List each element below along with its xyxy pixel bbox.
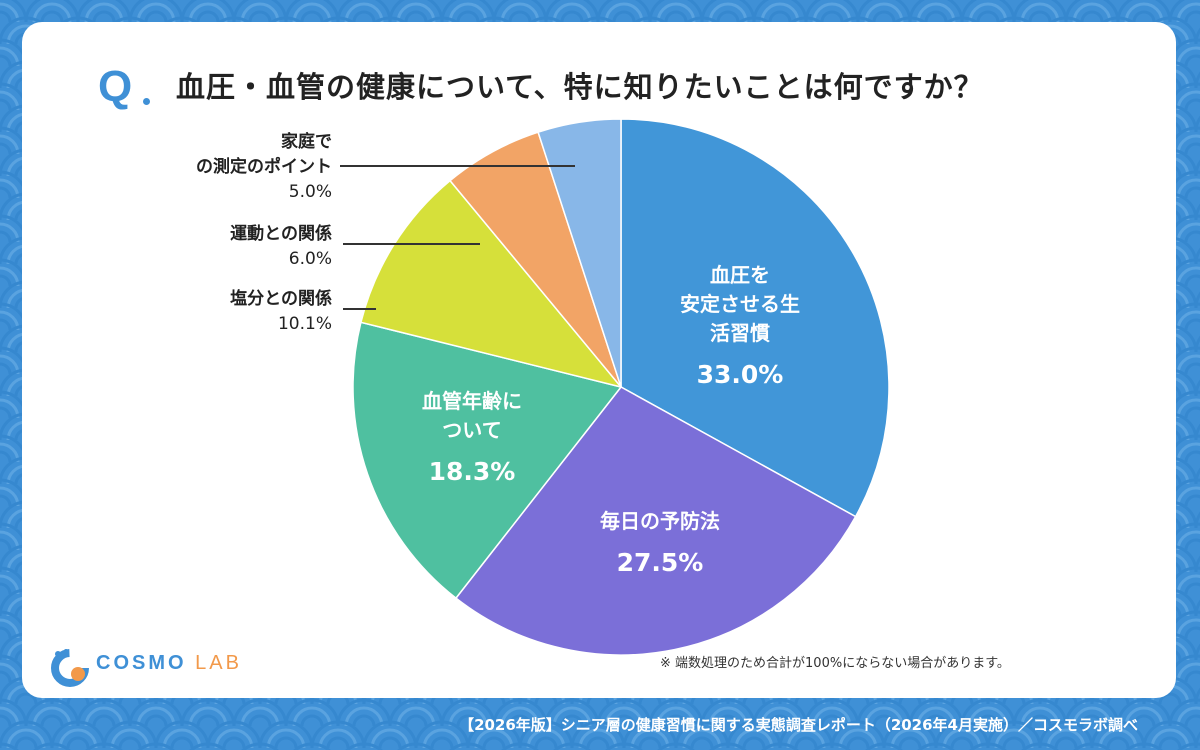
slice-value-label: 10.1%: [277, 314, 332, 334]
slice-value-label: 33.0%: [697, 360, 784, 389]
slice-label-line: 運動との関係: [230, 224, 332, 244]
logo-wordmark-part1: COSMO: [96, 652, 187, 674]
outside-label-home-measurement: 家庭で の測定のポイント 5.0%: [196, 130, 332, 205]
slice-label-line: ついて: [442, 418, 501, 442]
slice-label-line: 血圧を: [710, 263, 770, 287]
question-mark-dot: [143, 98, 150, 105]
pie-slice: [620, 118, 890, 518]
footnote: ※ 端数処理のため合計が100%にならない場合があります。: [660, 656, 1010, 671]
cosmo-lab-logo-icon: [51, 649, 89, 687]
slice-value-label: 18.3%: [429, 457, 516, 486]
slice-label-line: 塩分との関係: [230, 289, 332, 309]
logo-wordmark: COSMO LAB: [96, 652, 242, 675]
pie-slice: [352, 321, 623, 600]
outside-label-salt: 塩分との関係 10.1%: [230, 287, 332, 337]
logo-wordmark-part2: LAB: [195, 652, 242, 674]
outside-label-exercise: 運動との関係 6.0%: [230, 222, 332, 272]
slice-value-label: 6.0%: [288, 249, 332, 269]
slice-value-label: 5.0%: [288, 182, 332, 202]
slice-label-line: の測定のポイント: [196, 157, 332, 177]
source-footer: 【2026年版】シニア層の健康習慣に関する実態調査レポート（2026年4月実施）…: [459, 716, 1138, 734]
pie-slice: [537, 118, 622, 388]
slice-label-line: 毎日の予防法: [600, 509, 720, 533]
slice-label-line: 安定させる生: [680, 292, 800, 316]
page-title: 血圧・血管の健康について、特に知りたいことは何ですか？: [176, 70, 984, 104]
slice-value-label: 27.5%: [617, 548, 704, 577]
question-mark-label: Q: [98, 62, 133, 111]
slice-label-line: 家庭で: [281, 132, 332, 152]
pie-slice: [454, 386, 857, 656]
slice-label-line: 血管年齢に: [422, 389, 522, 413]
slice-label-line: 活習慣: [710, 321, 770, 345]
